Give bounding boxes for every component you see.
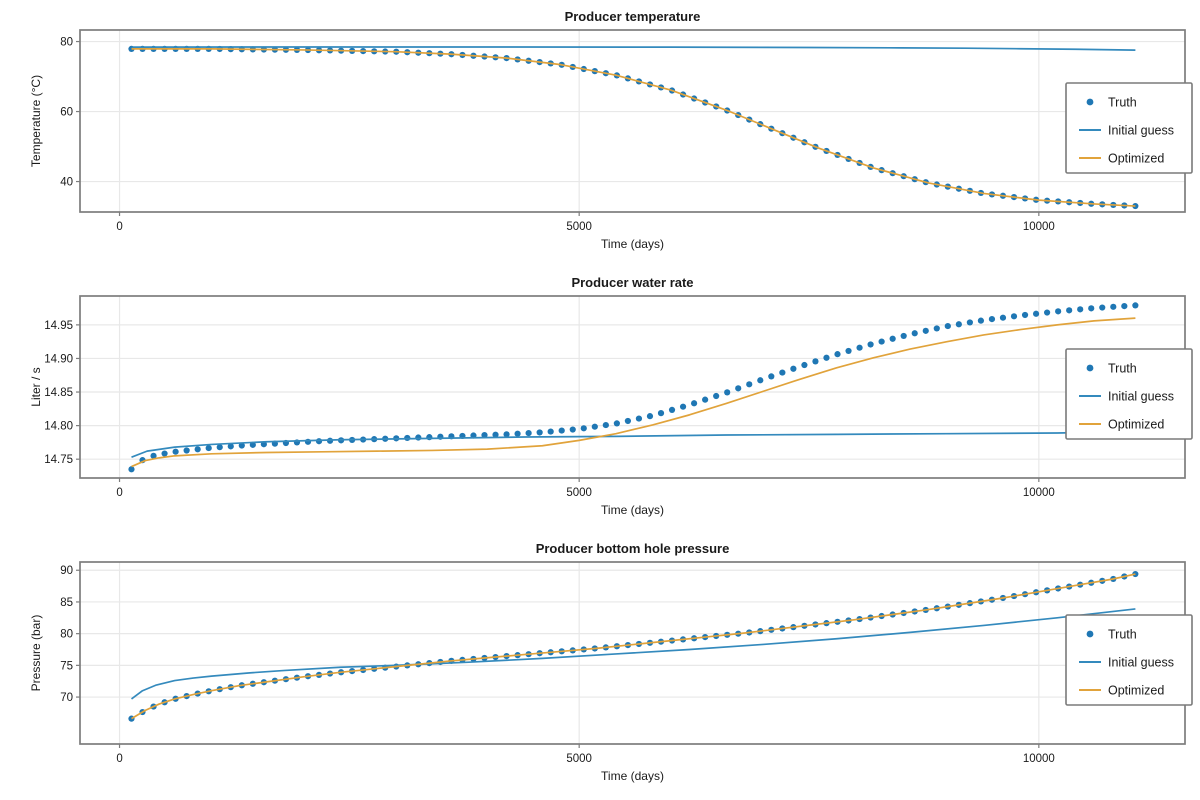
svg-text:5000: 5000 (566, 753, 592, 765)
svg-text:75: 75 (60, 660, 73, 672)
svg-text:5000: 5000 (566, 487, 592, 499)
truth-series (128, 302, 1139, 473)
svg-text:10000: 10000 (1023, 753, 1055, 765)
truth-series (128, 570, 1139, 722)
svg-text:80: 80 (60, 629, 73, 641)
initial-guess-line (131, 430, 1136, 458)
optimized-line (131, 317, 1136, 468)
plot-area (128, 570, 1139, 722)
x-axis: 0 5000 10000 (116, 212, 1055, 233)
optimized-line (131, 48, 1136, 207)
legend-label: Initial guess (1108, 390, 1174, 404)
chart-title: Producer water rate (571, 275, 693, 290)
legend-label: Truth (1108, 628, 1137, 642)
legend-label: Truth (1108, 362, 1137, 376)
legend-label: Optimized (1108, 418, 1164, 432)
x-axis-label: Time (days) (601, 503, 664, 517)
svg-text:0: 0 (116, 221, 122, 233)
spines (79, 295, 1186, 479)
legend-label: Truth (1108, 96, 1137, 110)
svg-text:85: 85 (60, 597, 73, 609)
legend-label: Initial guess (1108, 656, 1174, 670)
svg-text:14.80: 14.80 (44, 421, 73, 433)
x-axis-label: Time (days) (601, 769, 664, 783)
axes: 0 5000 10000 40 60 80 Time (days) Temperature (… (29, 29, 1186, 251)
x-axis: 0 5000 10000 (116, 744, 1055, 765)
svg-text:14.90: 14.90 (44, 353, 73, 365)
plot-area (128, 45, 1139, 210)
legend-label: Initial guess (1108, 124, 1174, 138)
legend: Truth Initial guess Optimized (1065, 348, 1193, 440)
svg-text:0: 0 (116, 753, 122, 765)
y-axis-label: Temperature (°C) (29, 75, 43, 167)
grid (80, 296, 1185, 478)
svg-text:60: 60 (60, 107, 73, 119)
svg-text:14.85: 14.85 (44, 387, 73, 399)
svg-text:10000: 10000 (1023, 221, 1055, 233)
chart-title: Producer bottom hole pressure (536, 541, 730, 556)
grid (80, 30, 1185, 212)
y-axis: 70 75 80 85 90 (60, 565, 80, 704)
svg-text:80: 80 (60, 37, 73, 49)
y-axis-label: Pressure (bar) (29, 615, 43, 692)
truth-series (128, 45, 1139, 210)
axes: 0 5000 10000 14.75 14.80 14.85 14.90 14.95 Time … (29, 295, 1186, 517)
svg-text:70: 70 (60, 692, 73, 704)
initial-guess-line (131, 46, 1136, 51)
spines (79, 29, 1186, 213)
svg-text:14.95: 14.95 (44, 320, 73, 332)
svg-text:5000: 5000 (566, 221, 592, 233)
y-axis-label: Liter / s (29, 367, 43, 406)
svg-text:10000: 10000 (1023, 487, 1055, 499)
legend-truth-marker-icon (1086, 630, 1094, 638)
svg-text:14.75: 14.75 (44, 454, 73, 466)
x-axis: 0 5000 10000 (116, 478, 1055, 499)
chart-producer-temperature: 0 5000 10000 40 60 80 Time (days) Temperature (… (0, 0, 1200, 266)
legend-truth-marker-icon (1086, 98, 1094, 106)
svg-text:40: 40 (60, 177, 73, 189)
optimized-line (131, 573, 1136, 720)
y-axis: 40 60 80 (60, 37, 80, 189)
legend-label: Optimized (1108, 684, 1164, 698)
grid (80, 562, 1185, 744)
chart-producer-water-rate: 0 5000 10000 14.75 14.80 14.85 14.90 14.95 Time … (0, 266, 1200, 532)
svg-text:0: 0 (116, 487, 122, 499)
chart-title: Producer temperature (565, 9, 701, 24)
chart-svg: 0 5000 10000 70 75 80 85 90 Time (days) Pressure … (29, 541, 1193, 783)
svg-text:90: 90 (60, 565, 73, 577)
initial-guess-line (130, 608, 1136, 700)
plot-area (128, 302, 1139, 473)
x-axis-label: Time (days) (601, 237, 664, 251)
chart-svg: 0 5000 10000 40 60 80 Time (days) Temperature (… (29, 9, 1193, 251)
legend-label: Optimized (1108, 152, 1164, 166)
chart-svg: 0 5000 10000 14.75 14.80 14.85 14.90 14.95 Time … (29, 275, 1193, 517)
legend: Truth Initial guess Optimized (1065, 82, 1193, 174)
legend-truth-marker-icon (1086, 364, 1094, 372)
legend: Truth Initial guess Optimized (1065, 614, 1193, 706)
chart-producer-bottom-hole-pressure: 0 5000 10000 70 75 80 85 90 Time (days) Pressure … (0, 532, 1200, 800)
y-axis: 14.75 14.80 14.85 14.90 14.95 (44, 320, 80, 466)
